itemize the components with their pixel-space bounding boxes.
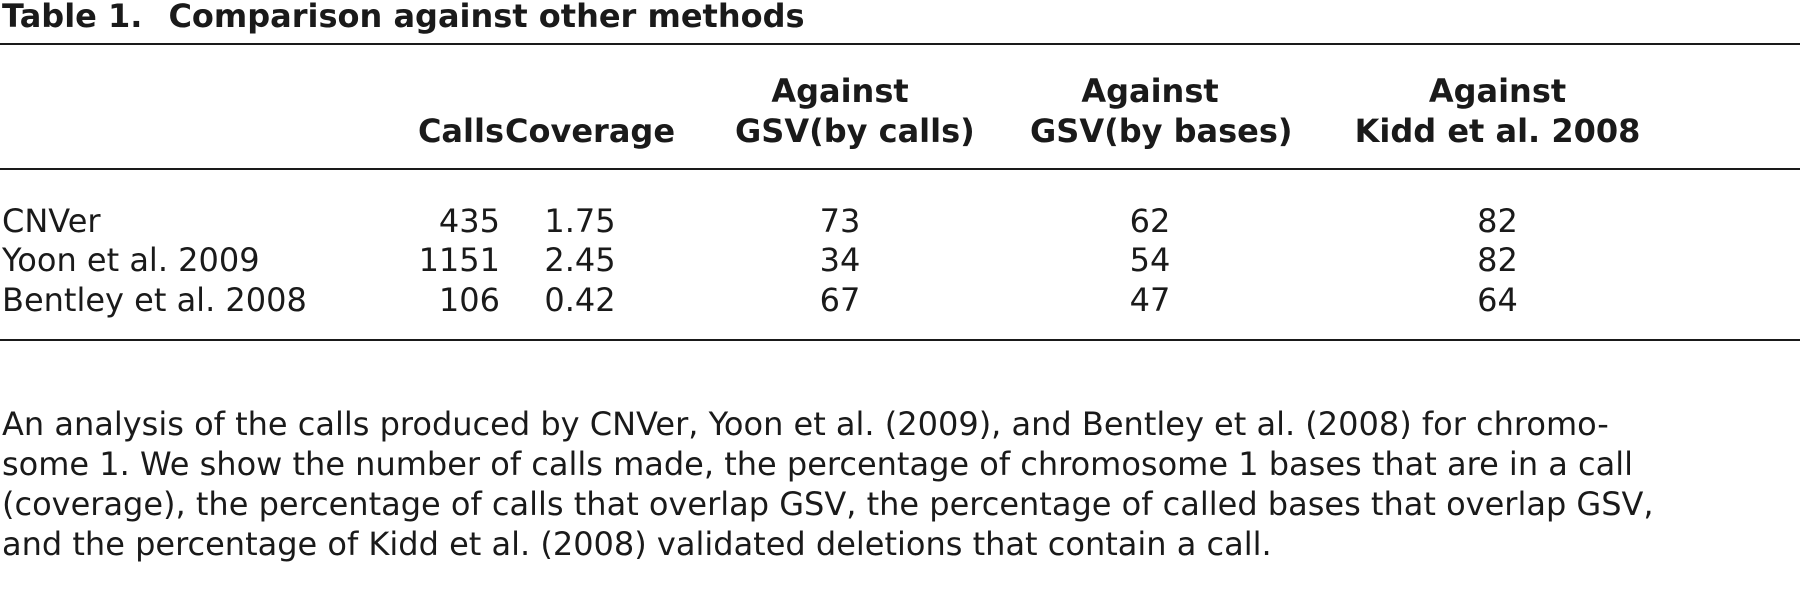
cell-kidd: 64	[1477, 281, 1518, 319]
table-caption: Table 1. Comparison against other methods	[2, 0, 805, 36]
cell-gsv-bases: 62	[1129, 202, 1171, 240]
footnote-line: (coverage), the percentage of calls that…	[2, 485, 1654, 523]
footnote-line: An analysis of the calls produced by CNV…	[2, 405, 1609, 443]
cell-kidd: 82	[1477, 241, 1518, 279]
header-calls: Calls	[417, 112, 504, 150]
header-gsv-calls-bottom: GSV(by calls)	[735, 112, 975, 150]
table-row: Bentley et al. 2008 106 0.42 67 47 64	[0, 280, 1800, 320]
footnote-line: some 1. We show the number of calls made…	[2, 445, 1634, 483]
cell-calls: 1151	[418, 241, 500, 279]
header-kidd-bottom: Kidd et al. 2008	[1354, 112, 1641, 150]
header-gsv-bases-bottom: GSV(by bases)	[1030, 112, 1293, 150]
cell-method: Yoon et al. 2009	[2, 241, 260, 279]
cell-calls: 106	[438, 281, 500, 319]
bottom-rule	[0, 339, 1800, 341]
cell-gsv-bases: 54	[1129, 241, 1171, 279]
table-row: Yoon et al. 2009 1151 2.45 34 54 82	[0, 240, 1800, 280]
header-gsv-calls-top: Against	[771, 72, 909, 110]
top-rule	[0, 43, 1800, 45]
footnote-line: and the percentage of Kidd et al. (2008)…	[2, 525, 1272, 563]
cell-kidd: 82	[1477, 202, 1518, 240]
cell-coverage: 0.42	[544, 281, 616, 319]
cell-gsv-calls: 73	[819, 202, 861, 240]
cell-method: CNVer	[2, 202, 101, 240]
table-row: CNVer 435 1.75 73 62 82	[0, 201, 1800, 241]
header-coverage: Coverage	[505, 112, 676, 150]
header-gsv-bases-top: Against	[1081, 72, 1219, 110]
cell-coverage: 2.45	[544, 241, 616, 279]
cell-gsv-bases: 47	[1129, 281, 1171, 319]
cell-gsv-calls: 67	[819, 281, 861, 319]
table-footnote: An analysis of the calls produced by CNV…	[2, 404, 1792, 564]
cell-method: Bentley et al. 2008	[2, 281, 307, 319]
cell-coverage: 1.75	[544, 202, 616, 240]
cell-gsv-calls: 34	[819, 241, 861, 279]
cell-calls: 435	[438, 202, 500, 240]
header-kidd-top: Against	[1428, 72, 1567, 110]
header-rule	[0, 168, 1800, 170]
table-label: Table 1.	[2, 0, 143, 35]
table-title: Comparison against other methods	[168, 0, 805, 35]
